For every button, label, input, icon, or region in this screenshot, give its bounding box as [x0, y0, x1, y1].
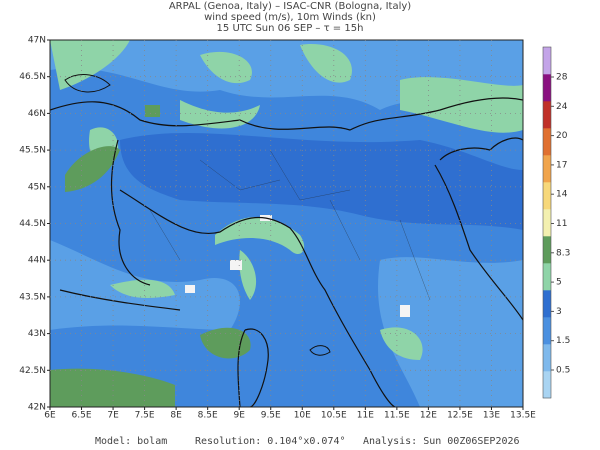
colorbar-label: 0.5	[556, 366, 570, 376]
colorbar-segment	[543, 155, 551, 183]
colorbar-segment	[543, 290, 551, 318]
lat-label: 45.5N	[19, 146, 46, 156]
lon-label: 12.5E	[447, 411, 473, 421]
lon-label: 6E	[44, 411, 56, 421]
lon-label: 8E	[170, 411, 182, 421]
lon-label: 10.5E	[321, 411, 347, 421]
colorbar-segment	[543, 128, 551, 156]
lat-label: 42.5N	[19, 366, 46, 376]
colorbar-segment	[543, 371, 551, 399]
colorbar-segment	[543, 182, 551, 210]
header-line: 15 UTC Sun 06 SEP – τ = 15h	[217, 23, 364, 34]
colorbar-label: 5	[556, 278, 562, 288]
colorbar-label: 11	[556, 219, 567, 229]
colorbar-label: 14	[556, 190, 568, 200]
graticule: 6E 6.5E 7E 7.5E 8E 8.5E 9E 9.5E 10E 10.5E 11E 11.5E…	[19, 36, 536, 421]
colorbar-segment	[543, 317, 551, 345]
lon-label: 8.5E	[198, 411, 218, 421]
footer-model: Model: bolam	[95, 436, 167, 447]
colorbar-segment	[543, 101, 551, 129]
lon-label: 11E	[357, 411, 374, 421]
lon-label: 6.5E	[72, 411, 92, 421]
colorbar-frame	[542, 46, 552, 399]
colorbar-label: 1.5	[556, 336, 570, 346]
lon-label: 9E	[233, 411, 245, 421]
header-line: wind speed (m/s), 10m Winds (kn)	[204, 12, 376, 23]
lon-label: 13E	[483, 411, 500, 421]
colorbar-segment	[543, 344, 551, 372]
footer-resolution: Resolution: 0.104°x0.074°	[195, 436, 346, 447]
colorbar-segment	[543, 47, 551, 75]
lat-label: 44.5N	[19, 219, 46, 229]
lon-label: 13.5E	[510, 411, 536, 421]
lat-label: 43.5N	[19, 292, 46, 302]
lon-label: 9.5E	[261, 411, 281, 421]
colorbar-label: 20	[556, 131, 568, 141]
wind-field	[50, 40, 523, 407]
colorbar-segment	[543, 236, 551, 264]
lon-label: 11.5E	[384, 411, 410, 421]
colorbar-label: 17	[556, 160, 567, 170]
lat-label: 43N	[28, 329, 46, 339]
lat-label: 46.5N	[19, 72, 46, 82]
colorbar-label: 28	[556, 73, 568, 83]
colorbar-segment	[543, 209, 551, 237]
footer-analysis: Analysis: Sun 00Z06SEP2026	[363, 436, 520, 447]
lat-label: 45N	[28, 182, 46, 192]
header-line: ARPAL (Genoa, Italy) – ISAC-CNR (Bologna…	[169, 1, 411, 12]
lat-label: 46N	[28, 109, 46, 119]
lon-label: 7.5E	[135, 411, 155, 421]
colorbar: 0.5 1.5 3 5 8.3 11 14 17 20 24 28	[542, 46, 570, 399]
lon-label: 12E	[420, 411, 437, 421]
colorbar-segment	[543, 263, 551, 291]
colorbar-label: 24	[556, 102, 568, 112]
lon-label: 10E	[294, 411, 311, 421]
lat-label: 42N	[28, 403, 46, 413]
lat-label: 44N	[28, 256, 46, 266]
lon-label: 7E	[107, 411, 119, 421]
colorbar-label: 3	[556, 307, 562, 317]
colorbar-label: 8.3	[556, 248, 570, 258]
lat-label: 47N	[28, 36, 46, 46]
colorbar-segment	[543, 74, 551, 102]
